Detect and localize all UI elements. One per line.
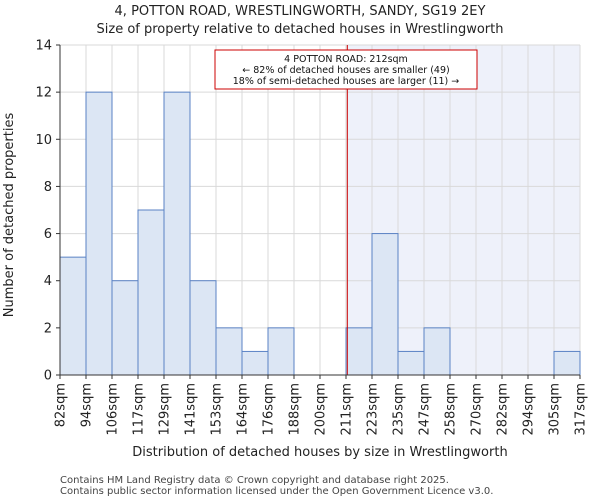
x-tick-label: 223sqm bbox=[366, 383, 381, 436]
histogram-bar bbox=[137, 209, 165, 376]
x-tick-label: 305sqm bbox=[548, 383, 563, 436]
histogram-bar bbox=[397, 350, 425, 376]
histogram-bar bbox=[59, 256, 87, 376]
footer-licence: Contains public sector information licen… bbox=[60, 486, 493, 497]
x-tick-label: 211sqm bbox=[340, 383, 355, 436]
x-tick-label: 94sqm bbox=[80, 383, 95, 427]
y-tick-label: 12 bbox=[35, 86, 52, 101]
y-tick-labels: 0 2 4 6 8 10 12 14 bbox=[35, 39, 52, 384]
histogram-bar bbox=[345, 327, 373, 376]
x-tick-label: 106sqm bbox=[106, 383, 121, 436]
histogram-bar bbox=[267, 327, 295, 376]
x-tick-label: 294sqm bbox=[522, 383, 537, 436]
histogram-bar bbox=[553, 350, 581, 376]
x-tick-label: 153sqm bbox=[210, 383, 225, 436]
y-tick-label: 10 bbox=[35, 133, 52, 148]
axes bbox=[56, 44, 581, 379]
footer-copyright: Contains HM Land Registry data © Crown c… bbox=[60, 475, 449, 486]
y-tick-label: 8 bbox=[44, 180, 52, 195]
x-tick-label: 176sqm bbox=[262, 383, 277, 436]
x-tick-labels: 82sqm 94sqm 106sqm 117sqm 129sqm 141sqm 153sqm… bbox=[54, 383, 589, 436]
x-tick-label: 258sqm bbox=[444, 383, 459, 436]
x-tick-label: 317sqm bbox=[574, 383, 589, 436]
y-tick-label: 4 bbox=[44, 274, 52, 289]
histogram-bar bbox=[371, 233, 399, 376]
annotation-line-2: ← 82% of detached houses are smaller (49… bbox=[242, 65, 449, 76]
chart-subtitle: Size of property relative to detached ho… bbox=[97, 22, 504, 37]
y-tick-label: 14 bbox=[35, 39, 52, 54]
x-axis-label: Distribution of detached houses by size … bbox=[132, 445, 507, 460]
chart-title: 4, POTTON ROAD, WRESTLINGWORTH, SANDY, S… bbox=[115, 4, 486, 19]
x-tick-label: 117sqm bbox=[132, 383, 147, 436]
annotation-border bbox=[214, 49, 478, 90]
histogram-bar bbox=[215, 327, 243, 376]
bars bbox=[59, 91, 581, 376]
y-tick-label: 6 bbox=[44, 227, 52, 242]
histogram-bar bbox=[189, 280, 217, 376]
annotation-line-3: 18% of semi-detached houses are larger (… bbox=[233, 76, 460, 87]
x-tick-label: 235sqm bbox=[392, 383, 407, 436]
annotation-box: 4 POTTON ROAD: 212sqm ← 82% of detached … bbox=[214, 49, 478, 90]
histogram-bar bbox=[163, 91, 191, 376]
x-tick-label: 188sqm bbox=[288, 383, 303, 436]
histogram-bar bbox=[85, 91, 113, 376]
x-tick-label: 164sqm bbox=[236, 383, 251, 436]
y-tick-label: 0 bbox=[44, 369, 52, 384]
histogram-bar bbox=[423, 327, 451, 376]
x-tick-label: 141sqm bbox=[184, 383, 199, 436]
x-tick-label: 270sqm bbox=[470, 383, 485, 436]
y-axis-label: Number of detached properties bbox=[2, 113, 17, 318]
histogram-bar bbox=[241, 350, 269, 376]
y-tick-label: 2 bbox=[44, 321, 52, 336]
x-tick-label: 129sqm bbox=[158, 383, 173, 436]
x-tick-label: 200sqm bbox=[314, 383, 329, 436]
x-tick-label: 82sqm bbox=[54, 383, 69, 427]
x-tick-label: 282sqm bbox=[496, 383, 511, 436]
histogram-bar bbox=[111, 280, 139, 376]
x-tick-label: 247sqm bbox=[418, 383, 433, 436]
annotation-line-1: 4 POTTON ROAD: 212sqm bbox=[284, 54, 408, 65]
